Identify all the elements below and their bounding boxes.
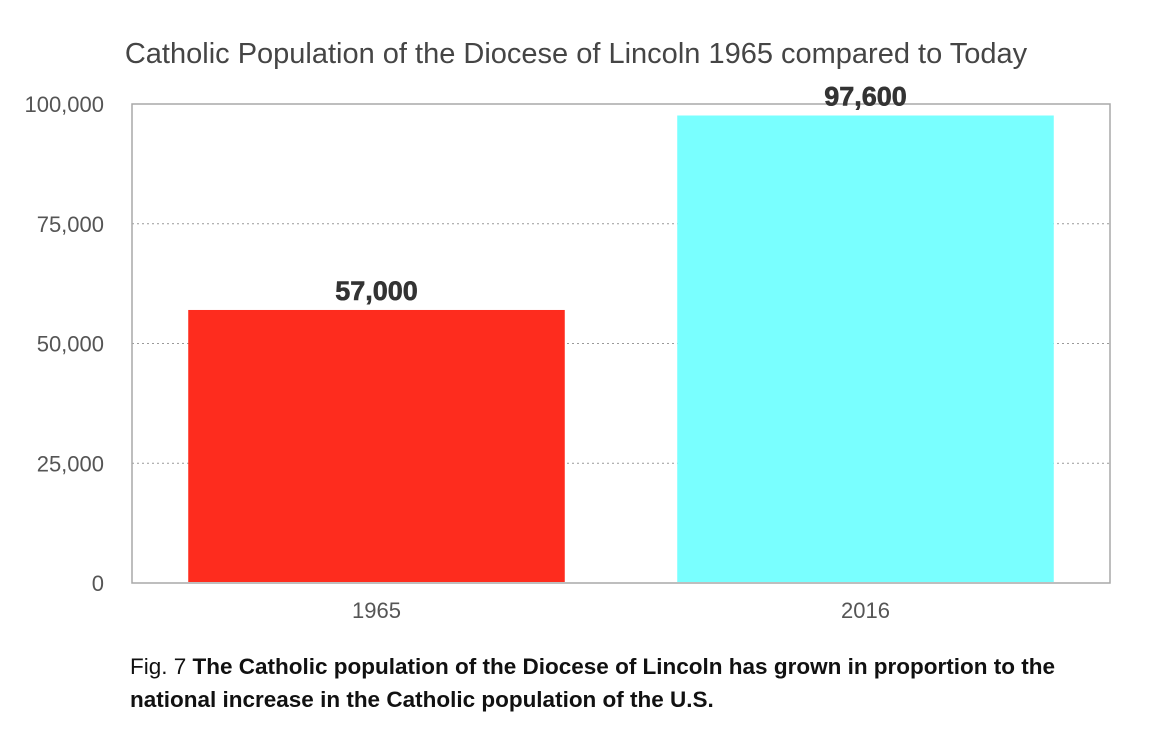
- caption-prefix: Fig. 7: [130, 654, 187, 679]
- bar-1965: [188, 309, 565, 582]
- caption-text: The Catholic population of the Diocese o…: [130, 654, 1056, 712]
- bar-chart: 0 25,000 50,000 75,000 100,000 57,000 1965 97,6…: [24, 81, 1111, 623]
- plot-area-frame: [131, 103, 1111, 584]
- y-tick-label: 25,000: [37, 451, 104, 476]
- y-tick-label: 75,000: [37, 212, 104, 237]
- bars: [188, 115, 1054, 582]
- data-label: 57,000: [335, 276, 418, 306]
- chart-title: Catholic Population of the Diocese of Li…: [124, 38, 1028, 70]
- x-tick-label: 1965: [352, 598, 401, 623]
- figure-caption: Fig. 7 The Catholic population of the Di…: [130, 650, 1130, 716]
- y-tick-label: 100,000: [24, 92, 104, 117]
- data-label: 97,600: [824, 81, 907, 111]
- labels: 0 25,000 50,000 75,000 100,000 57,000 1965 97,6…: [24, 81, 907, 623]
- x-tick-label: 2016: [841, 598, 890, 623]
- y-tick-label: 50,000: [37, 332, 104, 357]
- bar-2016: [677, 115, 1054, 582]
- y-tick-label: 0: [92, 571, 104, 596]
